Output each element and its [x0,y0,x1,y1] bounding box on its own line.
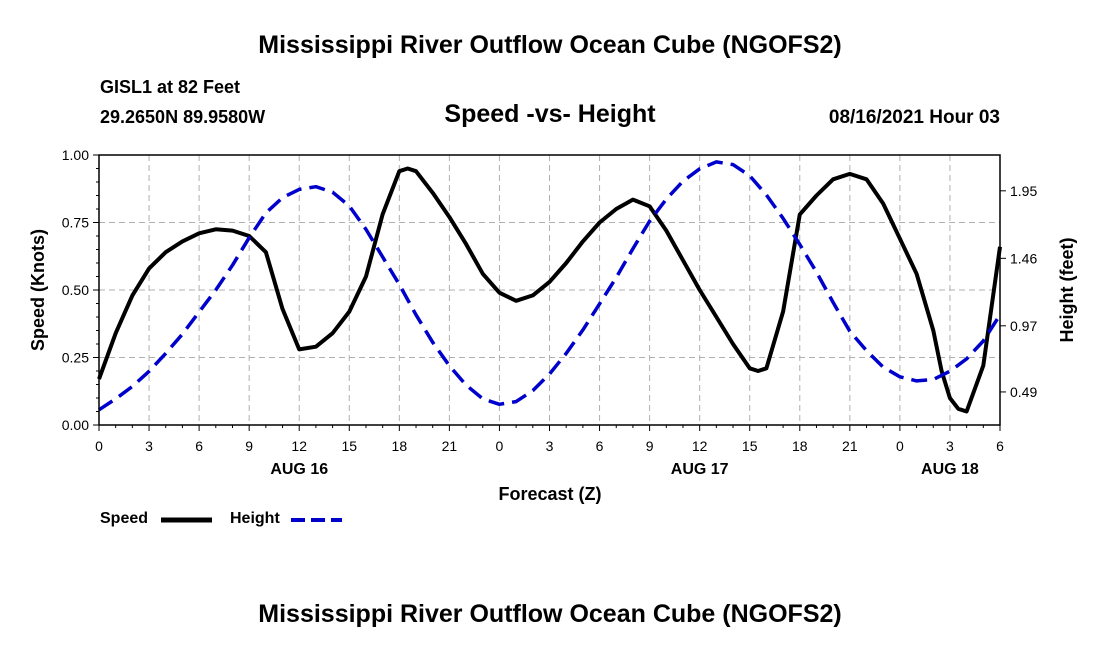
x-tick-label: 12 [291,438,307,454]
y-tick-label: 0.25 [62,350,89,366]
date-label: AUG 18 [921,461,979,478]
x-tick-label: 6 [596,438,604,454]
x-tick-label: 6 [195,438,203,454]
y-tick-label: 0.75 [62,215,89,231]
x-tick-label: 3 [145,438,153,454]
x-tick-label: 0 [896,438,904,454]
date-label: AUG 17 [671,461,729,478]
y-axis-label: Speed (Knots) [28,229,48,351]
x-tick-label: 6 [996,438,1004,454]
x-tick-label: 12 [692,438,708,454]
series-line-speed [97,166,1002,414]
x-tick-label: 3 [946,438,954,454]
y2-tick-label: 1.95 [1010,183,1037,199]
x-tick-label: 0 [95,438,103,454]
ticks: 0 3 6 9 12 15 18 21 0 3 6 9 12 15 18 21 0 3 6 AUG 16 AUG 17 A… [62,147,1038,478]
x-tick-label: 15 [742,438,758,454]
station-coords: 29.2650N 89.9580W [100,107,266,127]
footer-title: Mississippi River Outflow Ocean Cube (NG… [258,600,842,628]
y2-tick-label: 1.46 [1010,250,1037,266]
chart-subtitle: Speed -vs- Height [444,100,656,128]
y-tick-label: 0.50 [62,282,89,298]
y-tick-label: 1.00 [62,147,89,163]
legend-speed-label: Speed [100,510,149,527]
series-line-height [98,160,1002,412]
x-tick-label: 9 [245,438,253,454]
station-name: GISL1 at 82 Feet [100,77,241,97]
x-axis-label: Forecast (Z) [498,484,601,504]
series [97,160,1002,414]
y2-axis-label: Height (feet) [1057,238,1077,343]
x-tick-label: 3 [546,438,554,454]
y2-tick-label: 0.97 [1010,318,1037,334]
x-tick-label: 15 [341,438,357,454]
grid [99,155,1000,425]
x-tick-label: 18 [392,438,408,454]
x-tick-label: 18 [792,438,808,454]
x-tick-label: 0 [496,438,504,454]
forecast-datetime: 08/16/2021 Hour 03 [828,107,1000,128]
date-label: AUG 16 [270,461,328,478]
y-tick-label: 0.00 [62,417,89,433]
chart-title: Mississippi River Outflow Ocean Cube (NG… [258,31,842,59]
x-tick-label: 21 [442,438,458,454]
x-tick-label: 21 [842,438,858,454]
legend-height-label: Height [230,510,280,527]
x-tick-label: 9 [646,438,654,454]
y2-tick-label: 0.49 [1010,384,1037,400]
plot-frame [98,154,1001,426]
